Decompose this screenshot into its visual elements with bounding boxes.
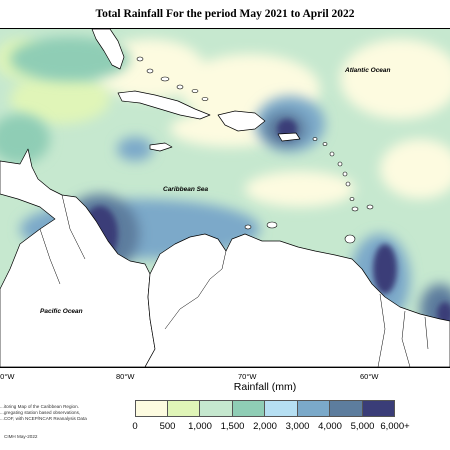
legend-colorbar	[135, 400, 395, 417]
legend-title: Rainfall (mm)	[233, 381, 297, 393]
legend-swatch	[167, 401, 200, 416]
legend-tick-label: 1,500	[220, 421, 245, 432]
map-title: Total Rainfall For the period May 2021 t…	[95, 8, 355, 20]
legend-tick-label: 0	[132, 421, 138, 432]
legend-swatch	[297, 401, 330, 416]
legend-swatch	[362, 401, 395, 416]
credit-line: ...gregating station based observations,	[0, 410, 81, 415]
legend-swatch	[200, 401, 233, 416]
credit-line: ...COF, with NCEP/NCAR Reanalysis Data	[0, 416, 87, 421]
longitude-tick-60w: 60°W	[360, 372, 379, 381]
legend-tick-label: 500	[159, 421, 176, 432]
caribbean-sea-label: Caribbean Sea	[163, 186, 209, 193]
legend-tick-label: 2,000	[253, 421, 277, 432]
atlantic-ocean-label: Atlantic Ocean	[344, 67, 391, 74]
land-masses	[0, 29, 450, 367]
legend-swatch	[330, 401, 363, 416]
credit-text: ...itoring Map of the Caribbean Region. …	[0, 404, 110, 422]
credit-date: CIMH May-2022	[4, 434, 38, 439]
legend-swatch	[232, 401, 265, 416]
longitude-tick-70w: 70°W	[238, 372, 257, 381]
country-borders	[39, 194, 429, 367]
legend-swatch	[135, 401, 168, 416]
legend-tick-label: 4,000	[318, 421, 342, 432]
rainfall-map-svg: Atlantic Ocean Caribbean Sea Pacific Oce…	[0, 29, 450, 367]
small-islands	[136, 56, 374, 244]
rainfall-map: Atlantic Ocean Caribbean Sea Pacific Oce…	[0, 28, 450, 368]
longitude-tick-80w: 80°W	[116, 372, 135, 381]
credit-line: ...itoring Map of the Caribbean Region.	[0, 404, 79, 409]
legend-tick-label: 6,000+	[380, 421, 410, 432]
legend-swatch	[265, 401, 298, 416]
legend-tick-label: 5,000	[350, 421, 375, 432]
legend-tick-label: 1,000	[188, 421, 212, 432]
legend-tick-label: 3,000	[285, 421, 310, 432]
pacific-ocean-label: Pacific Ocean	[40, 308, 83, 315]
longitude-tick-90w: 90°W	[0, 372, 15, 381]
